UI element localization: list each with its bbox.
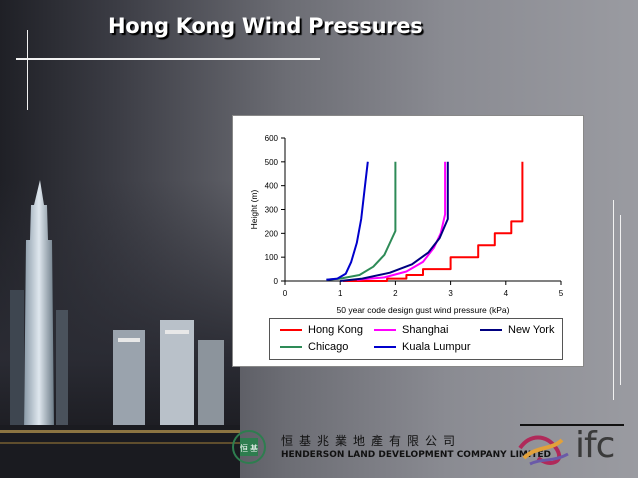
x-tick-label: 2 bbox=[393, 289, 398, 298]
y-axis-label: Height (m) bbox=[249, 190, 259, 230]
city-skyline-image bbox=[0, 180, 240, 478]
decorative-vertical-line-right-2 bbox=[620, 215, 621, 385]
x-tick-label: 5 bbox=[559, 289, 564, 298]
henderson-land-logo: 恒基 bbox=[232, 430, 266, 464]
legend-swatch bbox=[374, 329, 396, 331]
y-tick-label: 500 bbox=[265, 158, 279, 167]
series-line-new-york bbox=[340, 161, 449, 282]
y-tick-label: 100 bbox=[265, 253, 279, 262]
chart-panel: 0 100 200 300 400 500 600 0 1 2 3 4 5 50 year code de… bbox=[232, 115, 584, 367]
series-line-hong-kong bbox=[343, 161, 524, 282]
y-tick-label: 600 bbox=[265, 134, 279, 143]
legend-label: Chicago bbox=[308, 341, 349, 353]
ifc-logo-text: ifc bbox=[575, 425, 615, 466]
legend-label: Kuala Lumpur bbox=[402, 341, 471, 353]
legend-swatch bbox=[280, 346, 302, 348]
legend-label: New York bbox=[508, 324, 555, 336]
logo-char: 基 bbox=[250, 443, 258, 453]
x-axis-label: 50 year code design gust wind pressure (… bbox=[337, 305, 510, 315]
legend-item: Shanghai bbox=[374, 324, 449, 336]
decorative-vertical-line-left bbox=[27, 30, 28, 110]
legend-label: Shanghai bbox=[402, 324, 449, 336]
y-tick-label: 200 bbox=[265, 229, 279, 238]
decorative-horizontal-line-right bbox=[520, 424, 624, 426]
logo-char: 恒 bbox=[240, 443, 248, 453]
chart-legend: Hong Kong Shanghai New York Chicago Kuala Lu… bbox=[269, 318, 563, 360]
title-underline bbox=[16, 58, 320, 60]
company-english-name: HENDERSON LAND DEVELOPMENT COMPANY LIMIT… bbox=[281, 450, 551, 460]
x-tick-label: 0 bbox=[283, 289, 288, 298]
company-chinese-name: 恒基兆業地產有限公司 bbox=[281, 434, 462, 448]
legend-item: Hong Kong bbox=[280, 324, 363, 336]
x-tick-label: 4 bbox=[504, 289, 509, 298]
legend-item: Kuala Lumpur bbox=[374, 341, 471, 353]
x-tick-label: 3 bbox=[448, 289, 453, 298]
decorative-vertical-line-right bbox=[613, 200, 614, 400]
legend-item: New York bbox=[480, 324, 554, 336]
legend-label: Hong Kong bbox=[308, 324, 364, 336]
ifc-logo-mark bbox=[518, 435, 569, 466]
legend-swatch bbox=[480, 329, 502, 331]
slide-title: Hong Kong Wind Pressures bbox=[108, 14, 423, 38]
series-line-shanghai bbox=[356, 161, 447, 281]
y-tick-label: 400 bbox=[265, 182, 279, 191]
legend-item: Chicago bbox=[280, 341, 348, 353]
legend-swatch bbox=[374, 346, 396, 348]
series-line-kuala-lumpur bbox=[326, 161, 369, 281]
legend-swatch bbox=[280, 329, 302, 331]
wind-pressure-chart: 0 100 200 300 400 500 600 0 1 2 3 4 5 50 year code de… bbox=[249, 134, 564, 315]
y-tick-label: 300 bbox=[265, 206, 279, 215]
x-tick-label: 1 bbox=[338, 289, 343, 298]
y-tick-label: 0 bbox=[274, 277, 279, 286]
series-line-chicago bbox=[326, 161, 397, 281]
